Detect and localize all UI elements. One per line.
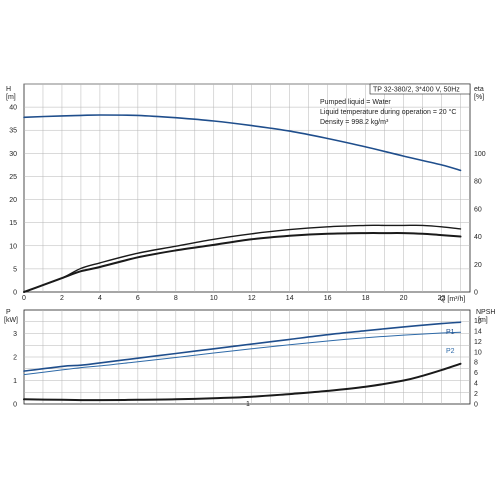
- npsh-axis-label: NPSH: [476, 309, 495, 316]
- npsh-tick-label: 0: [474, 402, 478, 409]
- note-liquid: Pumped liquid = Water: [320, 99, 391, 106]
- q-tick-label: 10: [210, 295, 218, 302]
- h-tick-label: 40: [9, 105, 17, 112]
- npsh-tick-label: 16: [474, 318, 482, 325]
- top-series-2-line: [23, 232, 462, 293]
- top-series-1-line: [23, 224, 462, 293]
- h-tick-label: 15: [9, 220, 17, 227]
- q-tick-label: 2: [60, 295, 64, 302]
- bottom-series-0-line: [23, 321, 462, 372]
- top-curves: [23, 114, 462, 293]
- q-tick-label: 4: [98, 295, 102, 302]
- bottom-series-1-line: [23, 331, 461, 376]
- npsh-axis-unit: [m]: [478, 317, 488, 324]
- top-chart: 0 5 10 15 20 25 30 35 40 0 20 40 60 80 100 0 2 4 6 8 10 12 14 1…: [6, 83, 486, 303]
- p-axis-unit: [kW]: [4, 317, 18, 324]
- p-tick-label: 0: [13, 402, 17, 409]
- npsh-tick-label: 4: [474, 381, 478, 388]
- h-tick-label: 10: [9, 243, 17, 250]
- npsh-tick-label: 2: [474, 391, 478, 398]
- q-tick-label: 18: [362, 295, 370, 302]
- eta-axis-unit: [%]: [474, 94, 484, 101]
- h-tick-label: 0: [13, 290, 17, 297]
- q-tick-label: 16: [324, 295, 332, 302]
- q-tick-label: 8: [174, 295, 178, 302]
- eta-axis-label: eta: [474, 86, 484, 93]
- q-tick-label: 0: [22, 295, 26, 302]
- h-tick-label: 20: [9, 197, 17, 204]
- q-tick-label: 22: [438, 295, 446, 302]
- q-tick-label: 20: [400, 295, 408, 302]
- eta-tick-label: 60: [474, 206, 482, 213]
- note-density: Density = 998.2 kg/m³: [320, 119, 389, 126]
- p1-series-label: P1: [446, 329, 455, 336]
- npsh-tick-label: 8: [474, 360, 478, 367]
- npsh-tick-label: 10: [474, 349, 482, 356]
- top-series-0-line: [23, 114, 462, 172]
- q-tick-label: 12: [248, 295, 256, 302]
- h-tick-label: 30: [9, 151, 17, 158]
- q-tick-label: 6: [136, 295, 140, 302]
- q-tick-label: 14: [286, 295, 294, 302]
- top-plot-frame: [23, 83, 471, 293]
- info-box-text: TP 32-380/2, 3*400 V, 50Hz: [373, 87, 460, 94]
- npsh-tick-label: 14: [474, 328, 482, 335]
- npsh-tick-label: 6: [474, 370, 478, 377]
- info-box: [369, 83, 471, 95]
- eta-tick-label: 100: [474, 151, 486, 158]
- p-axis-label: P: [6, 309, 11, 316]
- p-tick-label: 3: [13, 331, 17, 338]
- eta-tick-label: 40: [474, 234, 482, 241]
- p-tick-label: 2: [13, 355, 17, 362]
- h-tick-label: 25: [9, 174, 17, 181]
- bottom-series-2-line: [23, 362, 462, 402]
- center-label: 1: [246, 401, 250, 408]
- eta-tick-label: 80: [474, 179, 482, 186]
- note-temperature: Liquid temperature during operation = 20…: [320, 108, 456, 116]
- x-axis-unit-label: Q [m³/h]: [440, 296, 465, 303]
- p2-series-label: P2: [446, 348, 455, 355]
- h-axis-label: H: [6, 86, 11, 93]
- eta-tick-label: 0: [474, 290, 478, 297]
- npsh-tick-label: 12: [474, 339, 482, 346]
- top-ticks: 0 5 10 15 20 25 30 35 40 0 20 40 60 80 100 0 2 4 6 8 10 12 14 1…: [9, 105, 486, 302]
- h-tick-label: 5: [13, 266, 17, 273]
- h-axis-unit: [m]: [6, 94, 16, 101]
- h-tick-label: 35: [9, 128, 17, 135]
- eta-tick-label: 20: [474, 262, 482, 269]
- bottom-curves: [23, 321, 462, 402]
- p-tick-label: 1: [13, 378, 17, 385]
